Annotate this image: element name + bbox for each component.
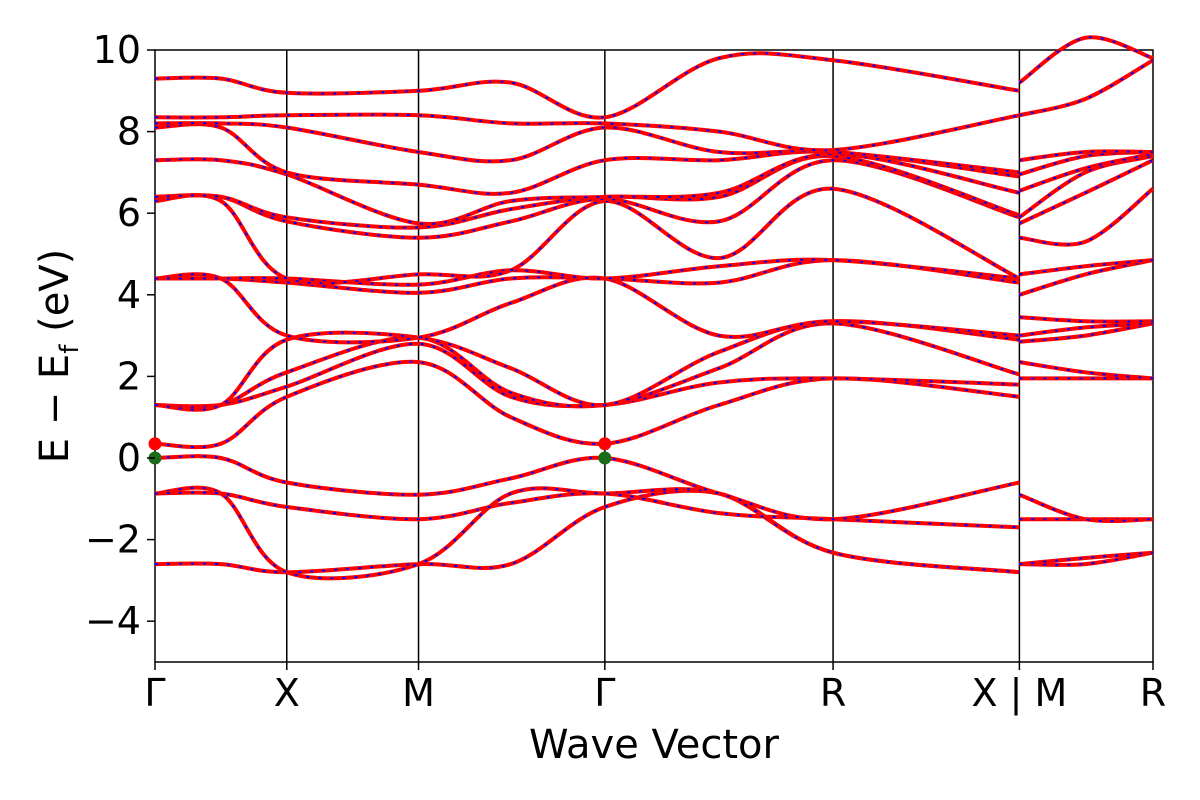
band-6-segment-1-overlay [1019, 322, 1154, 343]
y-tick-label-7: 10 [93, 28, 141, 72]
band-13-segment-0 [154, 154, 1021, 230]
plot-area [148, 35, 1155, 663]
band-9-segment-0-overlay [154, 259, 1020, 294]
band-8-segment-0-overlay [154, 273, 1020, 344]
band-5-segment-1 [1019, 360, 1154, 381]
y-tick-label-3: 2 [117, 354, 141, 398]
y-tick-label-5: 6 [117, 191, 141, 235]
y-tick-label-4: 4 [117, 273, 141, 317]
band-11-segment-0 [154, 186, 1021, 286]
x-tick-label-2: M [402, 671, 435, 715]
y-tick-label-0: −4 [85, 599, 141, 643]
y-tick-label-6: 8 [117, 110, 141, 154]
band-7-segment-1 [1019, 321, 1154, 338]
band-0-segment-0-overlay [154, 489, 1020, 574]
band-17-segment-0 [154, 112, 1020, 153]
band-0-segment-0 [154, 488, 1020, 575]
band-14-segment-0-overlay [154, 152, 1020, 225]
band-5-segment-0-overlay [154, 342, 1020, 408]
x-tick-label-0: Γ [144, 671, 165, 715]
band-3-segment-0-overlay [154, 455, 1020, 521]
band-1-segment-1-overlay [1019, 551, 1154, 566]
y-tick-label-1: −2 [85, 518, 141, 562]
band-3-segment-1-overlay [1019, 493, 1154, 523]
band-3-segment-0 [154, 454, 1020, 522]
band-3-segment-1 [1018, 492, 1154, 524]
x-tick-label-4: R [820, 671, 846, 715]
band-18-segment-1 [1018, 35, 1154, 85]
band-11-segment-1 [1019, 187, 1155, 247]
band-16-segment-1 [1019, 149, 1154, 163]
band-14-segment-1 [1018, 152, 1154, 193]
y-axis-label-subscript: f [55, 344, 85, 354]
x-tick-label-5: X | M [971, 671, 1067, 716]
y-tick-label-2: 0 [117, 436, 141, 480]
band-1-segment-0 [154, 485, 1020, 581]
y-axis-label-main: E − E [32, 354, 78, 464]
band-6-segment-0-overlay [154, 322, 1020, 409]
x-axis: Γ X M Γ R X | M R [144, 662, 1166, 716]
y-axis-label-unit: (eV) [32, 249, 78, 345]
x-tick-label-3: Γ [594, 671, 615, 715]
band-lines [154, 35, 1155, 581]
band-10-segment-1-overlay [1019, 259, 1154, 276]
band-7-segment-0-overlay [154, 320, 1020, 411]
y-axis-label: E − Ef (eV) [32, 249, 85, 464]
band-18-segment-0 [154, 51, 1020, 120]
band-18-segment-0-overlay [154, 52, 1020, 119]
band-10-segment-0-overlay [154, 258, 1020, 286]
band-12-segment-1-overlay [1018, 159, 1154, 225]
band-17-segment-1 [1018, 58, 1154, 118]
special-point-marker-3 [598, 437, 612, 451]
svg-text:E − Ef (eV): E − Ef (eV) [32, 249, 85, 464]
band-11-segment-0-overlay [154, 187, 1020, 285]
special-point-marker-1 [148, 437, 162, 451]
band-12-segment-0-overlay [154, 159, 1020, 239]
band-11-segment-1-overlay [1019, 187, 1154, 246]
band-18-segment-1-overlay [1018, 36, 1154, 84]
band-1-segment-0-overlay [154, 486, 1020, 580]
y-axis: −4 −2 0 2 4 6 8 10 [85, 28, 155, 643]
x-tick-label-1: X [274, 671, 300, 715]
band-17-segment-0-overlay [154, 113, 1020, 152]
band-8-segment-1 [1019, 315, 1154, 324]
special-point-marker-2 [598, 451, 612, 465]
x-tick-label-6: R [1140, 671, 1166, 715]
plot-frame [154, 49, 1154, 663]
band-8-segment-1-overlay [1019, 316, 1154, 323]
special-point-markers [148, 437, 612, 465]
x-axis-label: Wave Vector [529, 722, 780, 768]
